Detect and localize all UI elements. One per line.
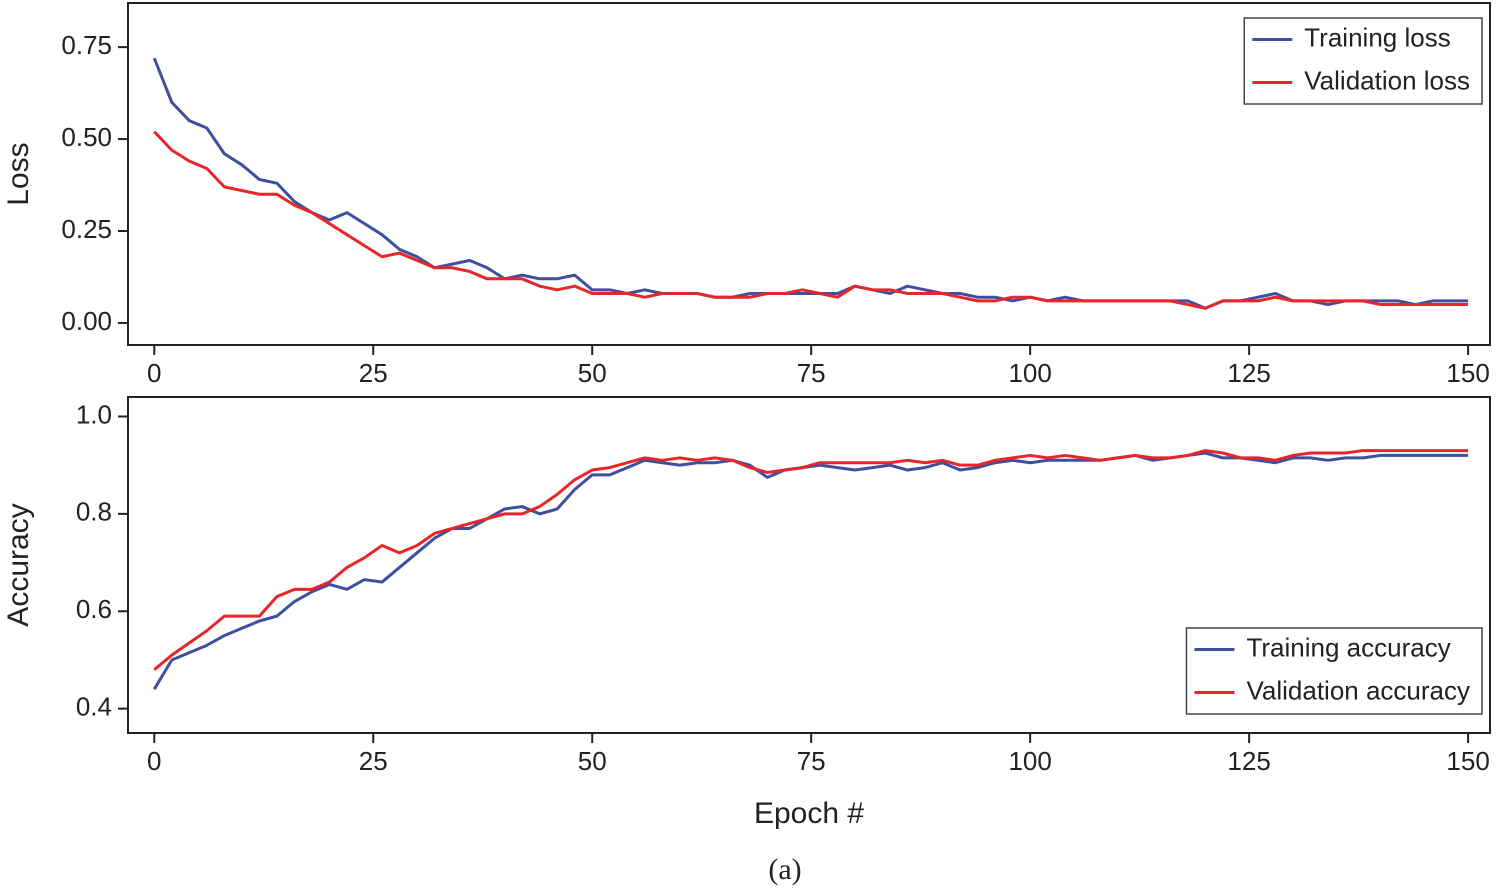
x-tick-label: 100 (1008, 358, 1051, 388)
legend-box (1243, 17, 1483, 105)
x-tick-label: 50 (578, 358, 607, 388)
x-tick-label: 150 (1446, 746, 1489, 776)
y-tick-label: 0.25 (61, 214, 112, 244)
x-tick-label: 75 (797, 358, 826, 388)
y-tick-label: 1.0 (76, 399, 112, 429)
x-tick-label: 150 (1446, 358, 1489, 388)
y-axis-label: Loss (2, 142, 35, 205)
legend-label: Validation accuracy (1246, 675, 1470, 705)
x-tick-label: 25 (359, 746, 388, 776)
x-tick-label: 0 (147, 746, 161, 776)
legend: Training loss Validation loss (1243, 17, 1483, 105)
y-tick-label: 0.00 (61, 306, 112, 336)
x-axis-label: Epoch # (754, 797, 864, 830)
caption: (a) (768, 853, 801, 886)
series-line (152, 57, 1469, 310)
x-tick-label: 75 (797, 746, 826, 776)
x-tick-label: 25 (359, 358, 388, 388)
legend-label: Validation loss (1304, 65, 1470, 95)
series-line (153, 449, 1469, 671)
x-tick-label: 0 (147, 358, 161, 388)
series-line (153, 130, 1469, 310)
legend-label: Training loss (1304, 22, 1450, 52)
legend-box (1185, 627, 1483, 715)
x-tick-label: 125 (1227, 746, 1270, 776)
x-tick-label: 125 (1227, 358, 1270, 388)
plot-frame (127, 2, 1491, 346)
y-tick-label: 0.6 (76, 594, 112, 624)
y-tick-label: 0.50 (61, 122, 112, 152)
legend-label: Training accuracy (1246, 632, 1450, 662)
y-axis-label: Accuracy (2, 503, 35, 626)
y-tick-label: 0.4 (76, 692, 112, 722)
y-tick-label: 0.8 (76, 497, 112, 527)
x-tick-label: 50 (578, 746, 607, 776)
y-tick-label: 0.75 (61, 30, 112, 60)
plot-frame (127, 396, 1491, 734)
x-tick-label: 100 (1008, 746, 1051, 776)
legend: Training accuracy Validation accuracy (1185, 627, 1483, 715)
